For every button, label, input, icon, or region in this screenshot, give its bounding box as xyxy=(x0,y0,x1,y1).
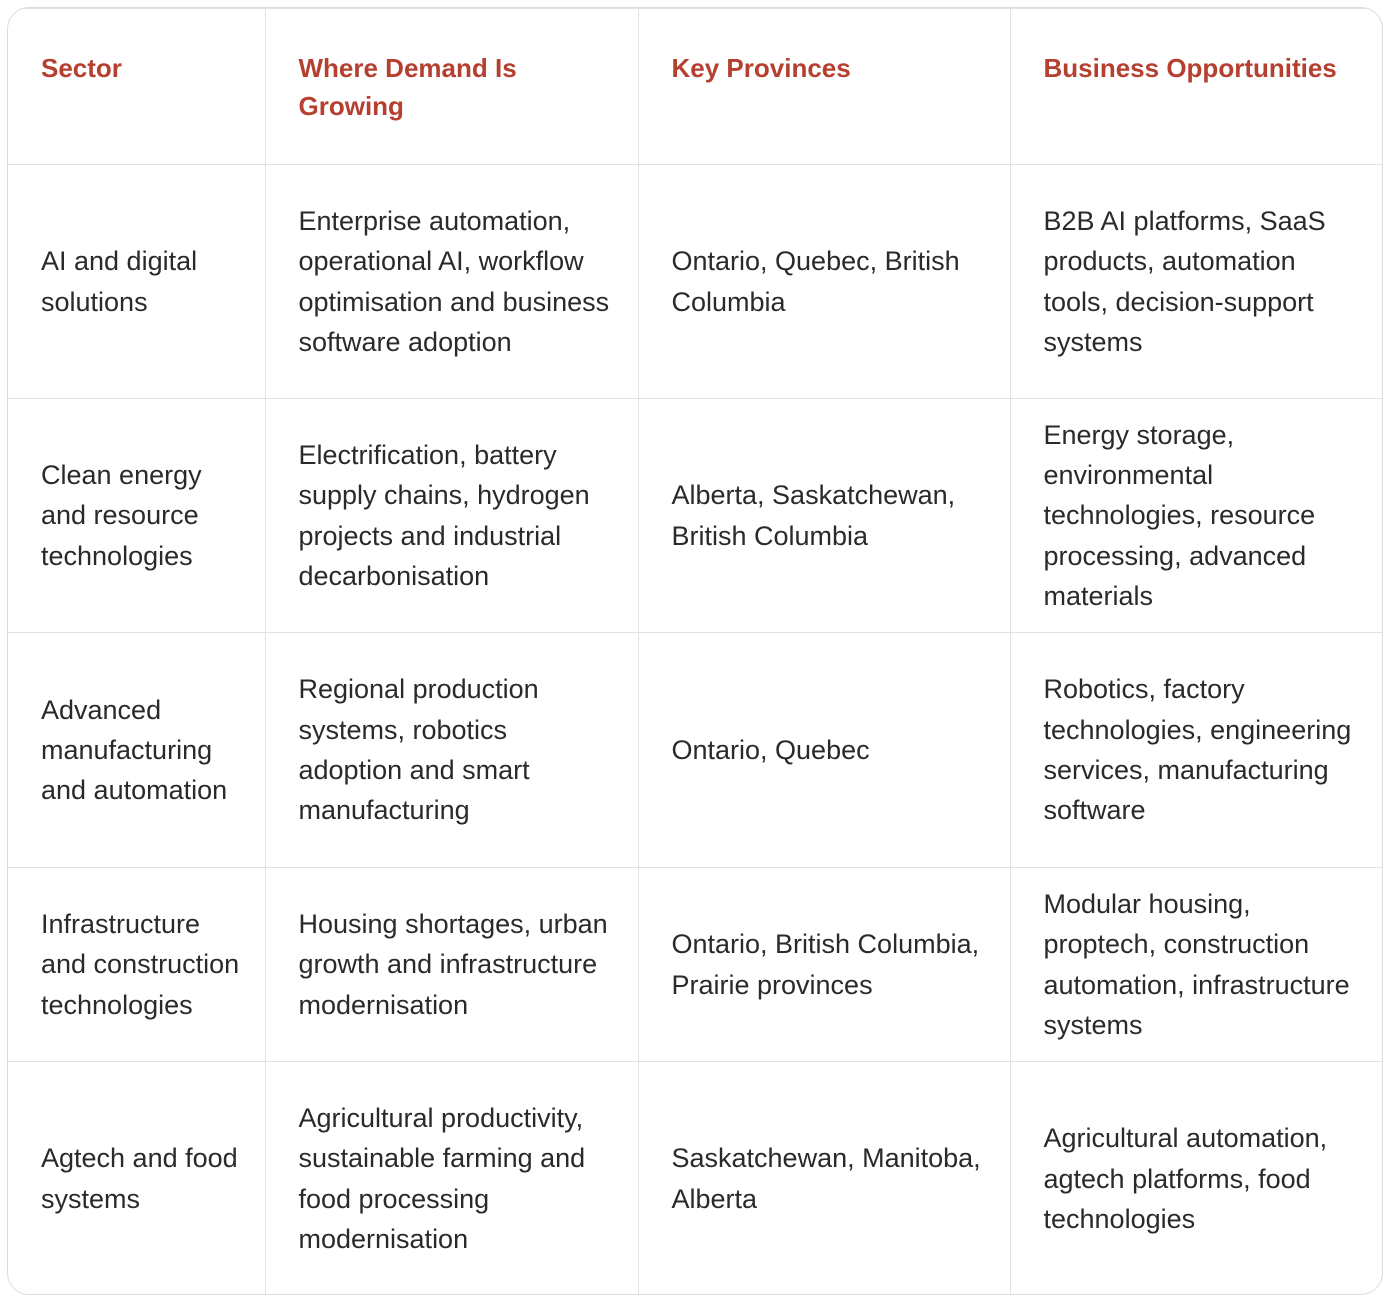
table-cell: Ontario, Quebec, British Columbia xyxy=(637,164,1011,399)
table-cell: Electrification, battery supply chains, … xyxy=(264,398,639,633)
table-cell: Enterprise automation, operational AI, w… xyxy=(264,164,639,399)
table-cell: AI and digital solutions xyxy=(8,164,266,399)
table-cell: Agricultural productivity, sustainable f… xyxy=(264,1061,639,1294)
table-cell: Advanced manufacturing and automation xyxy=(8,632,266,868)
table-cell: Ontario, British Columbia, Prairie provi… xyxy=(637,867,1011,1062)
table-cell: Infrastructure and construction technolo… xyxy=(8,867,266,1062)
table-cell: Clean energy and resource technologies xyxy=(8,398,266,633)
table-cell: Agtech and food systems xyxy=(8,1061,266,1294)
table-row: Clean energy and resource technologies El… xyxy=(8,398,1382,633)
sector-table: Sector Where Demand Is Growing Key Provinc… xyxy=(8,8,1382,1294)
header-cell: Business Opportunities xyxy=(1009,8,1382,165)
table-cell: Ontario, Quebec xyxy=(637,632,1011,868)
table-card: Sector Where Demand Is Growing Key Provinc… xyxy=(7,7,1383,1295)
table-cell: Energy storage, environmental technologi… xyxy=(1009,398,1382,633)
table-cell: Regional production systems, robotics ad… xyxy=(264,632,639,868)
table-cell: Housing shortages, urban growth and infr… xyxy=(264,867,639,1062)
table-cell: Agricultural automation, agtech platform… xyxy=(1009,1061,1382,1294)
table-row: AI and digital solutions Enterprise autom… xyxy=(8,164,1382,399)
header-row: Sector Where Demand Is Growing Key Provinc… xyxy=(8,8,1382,165)
table-row: Advanced manufacturing and automation Reg… xyxy=(8,632,1382,868)
header-cell: Where Demand Is Growing xyxy=(264,8,639,165)
table-cell: Alberta, Saskatchewan, British Columbia xyxy=(637,398,1011,633)
header-cell: Key Provinces xyxy=(637,8,1011,165)
table-cell: Robotics, factory technologies, engineer… xyxy=(1009,632,1382,868)
table-row: Agtech and food systems Agricultural prod… xyxy=(8,1061,1382,1294)
table-cell: Saskatchewan, Manitoba, Alberta xyxy=(637,1061,1011,1294)
table-cell: Modular housing, proptech, construction … xyxy=(1009,867,1382,1062)
table-row: Infrastructure and construction technolo… xyxy=(8,867,1382,1062)
table-cell: B2B AI platforms, SaaS products, automat… xyxy=(1009,164,1382,399)
header-cell: Sector xyxy=(8,8,266,165)
